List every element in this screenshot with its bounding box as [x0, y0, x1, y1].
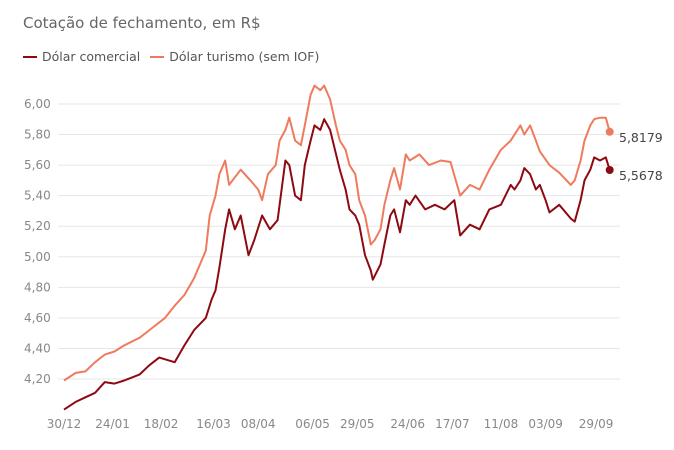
y-tick-label: 5,40: [24, 189, 51, 203]
y-tick-label: 5,80: [24, 128, 51, 142]
legend-item-comercial: Dólar comercial: [23, 49, 140, 64]
legend-item-turismo: Dólar turismo (sem IOF): [150, 49, 319, 64]
y-tick-label: 5,20: [24, 219, 51, 233]
x-tick-label: 29/09: [579, 417, 614, 431]
y-tick-label: 4,80: [24, 280, 51, 294]
x-tick-label: 24/06: [390, 417, 425, 431]
series-end-label-0: 5,5678: [619, 168, 663, 183]
series-end-label-1: 5,8179: [619, 130, 663, 145]
x-tick-label: 24/01: [95, 417, 130, 431]
legend-label-comercial: Dólar comercial: [42, 49, 141, 64]
series-line-0: [63, 118, 611, 411]
series-end-marker-1: [605, 127, 614, 136]
x-tick-label: 17/07: [435, 417, 470, 431]
x-tick-label: 30/12: [47, 417, 82, 431]
series-end-marker-0: [605, 166, 614, 175]
x-tick-label: 18/02: [144, 417, 179, 431]
y-tick-label: 4,20: [24, 372, 51, 386]
legend: Dólar comercial Dólar turismo (sem IOF): [23, 49, 319, 64]
x-tick-label: 16/03: [196, 417, 231, 431]
y-tick-label: 5,60: [24, 158, 51, 172]
x-tick-label: 29/05: [340, 417, 375, 431]
y-tick-label: 5,00: [24, 250, 51, 264]
series-line-1: [63, 84, 611, 382]
chart-subtitle: Cotação de fechamento, em R$: [23, 14, 261, 32]
legend-label-turismo: Dólar turismo (sem IOF): [169, 49, 320, 64]
x-tick-label: 03/09: [528, 417, 563, 431]
y-tick-label: 4,60: [24, 311, 51, 325]
legend-swatch-turismo: [150, 55, 165, 58]
x-tick-label: 06/05: [295, 417, 330, 431]
x-tick-label: 11/08: [484, 417, 519, 431]
y-tick-label: 4,40: [24, 341, 51, 355]
legend-swatch-comercial: [23, 55, 37, 58]
x-tick-label: 08/04: [241, 417, 276, 431]
y-tick-label: 6,00: [24, 97, 51, 111]
